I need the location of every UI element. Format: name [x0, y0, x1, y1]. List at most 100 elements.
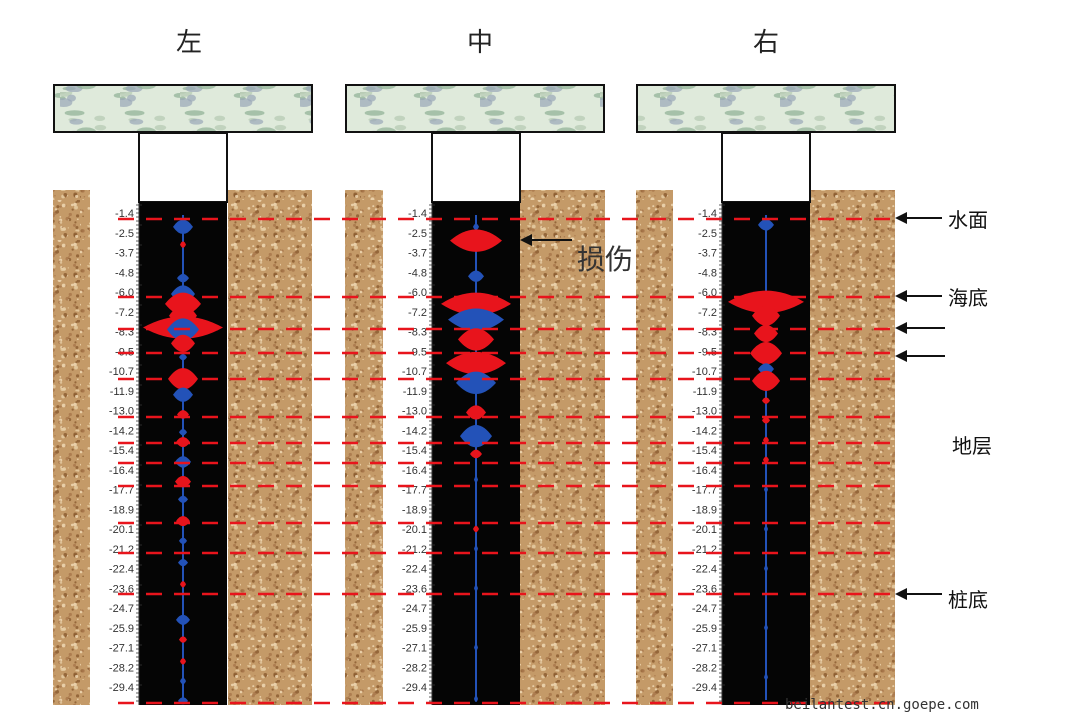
depth-label: -14.2: [402, 425, 427, 437]
depth-label: -27.1: [692, 643, 717, 655]
depth-label: -10.7: [692, 366, 717, 378]
depth-label: -4.8: [698, 267, 717, 279]
depth-label: -29.4: [109, 682, 134, 694]
depth-label: -25.9: [402, 623, 427, 635]
depth-label: -20.1: [402, 524, 427, 536]
signal-pulse: [178, 495, 188, 503]
depth-label: -22.4: [692, 564, 717, 576]
signal-pulse: [762, 417, 770, 424]
water-arrow-icon-head: [895, 212, 907, 224]
column-title-right: 右: [752, 28, 779, 58]
signal-pulse: [473, 223, 479, 231]
depth-label: -14.2: [109, 425, 134, 437]
signal-pulse: [173, 387, 193, 402]
arrow-icon-head: [895, 350, 907, 362]
pile-column-right: -1.4-2.5-3.7-4.8-6.0-7.2-8.3-9.5-10.7-11…: [636, 84, 896, 705]
soil-left: [636, 190, 673, 705]
signal-pulse: [468, 270, 484, 282]
signal-pulse: [177, 273, 189, 283]
depth-label: -28.2: [402, 662, 427, 674]
depth-label: -15.4: [402, 445, 427, 457]
depth-label: -11.9: [693, 386, 717, 398]
depth-label: -13.0: [402, 406, 427, 418]
depth-label: -15.4: [109, 445, 134, 457]
depth-label: -16.4: [109, 465, 134, 477]
depth-label: -4.8: [115, 267, 134, 279]
watermark: beilantest.cn.goepe.com: [785, 697, 979, 713]
annotation-damage: 损伤: [577, 243, 634, 276]
signal-pulse: [473, 525, 479, 533]
depth-label: -3.7: [408, 248, 427, 260]
signal-pulse: [764, 525, 768, 533]
depth-label: -1.4: [408, 208, 427, 220]
annotation-water-surface: 水面: [948, 208, 988, 232]
depth-label: -20.1: [109, 524, 134, 536]
depth-label: -9.5: [408, 346, 427, 358]
depth-label: -18.9: [402, 504, 427, 516]
seabed-arrow-icon-head: [895, 290, 907, 302]
depth-label: -23.6: [692, 583, 717, 595]
signal-pulse: [175, 475, 191, 488]
signal-pulse: [474, 585, 478, 592]
signal-pulse: [474, 644, 478, 651]
depth-label: -29.4: [692, 682, 717, 694]
depth-label: -10.7: [109, 366, 134, 378]
signal-pulse: [179, 537, 187, 545]
signal-pulse: [470, 449, 482, 459]
pile-head: [721, 132, 811, 203]
depth-label: -1.4: [115, 208, 134, 220]
column-title-left: 左: [175, 28, 202, 58]
signal-pulse: [450, 229, 502, 252]
depth-label: -11.9: [110, 386, 134, 398]
depth-label: -24.7: [692, 603, 717, 615]
depth-label: -3.7: [698, 248, 717, 260]
pile-column-middle: -1.4-2.5-3.7-4.8-6.0-7.2-8.3-9.5-10.7-11…: [345, 84, 605, 705]
depth-label: -25.9: [692, 623, 717, 635]
depth-label: -15.4: [692, 445, 717, 457]
signal-pulse: [180, 677, 186, 685]
depth-label: -17.7: [109, 485, 134, 497]
pile-head: [138, 132, 228, 203]
signal-pulse: [178, 558, 188, 567]
depth-label: -7.2: [408, 307, 427, 319]
signal-pulse: [764, 565, 768, 572]
pile-head: [431, 132, 521, 203]
annotation-pile-bottom: 桩底: [948, 588, 988, 612]
signal-pulse: [176, 614, 190, 625]
depth-label: -20.1: [692, 524, 717, 536]
depth-label: -22.4: [109, 564, 134, 576]
signal-pulse: [762, 397, 770, 404]
signal-pulse: [764, 673, 768, 681]
depth-label: -17.7: [692, 485, 717, 497]
signal-pulse: [173, 219, 193, 235]
depth-label: -7.2: [698, 307, 717, 319]
depth-label: -2.5: [115, 228, 134, 240]
signal-pulse: [764, 624, 768, 631]
depth-label: -11.9: [403, 386, 427, 398]
signal-pulse: [180, 658, 186, 665]
signal-pulse: [448, 308, 504, 331]
annotation-seabed: 海底: [948, 286, 988, 310]
soil-right: [810, 190, 895, 705]
depth-label: -29.4: [402, 682, 427, 694]
depth-label: -13.0: [692, 406, 717, 418]
pile-cap: [53, 84, 313, 133]
depth-label: -24.7: [109, 603, 134, 615]
depth-label: -13.0: [109, 406, 134, 418]
damage-arrow-icon-head: [520, 234, 532, 246]
soil-right: [520, 190, 605, 705]
signal-pulse: [763, 436, 769, 444]
signal-pulse: [180, 581, 186, 588]
pile-bottom-arrow-icon-head: [895, 588, 907, 600]
depth-label: -7.2: [115, 307, 134, 319]
arrow-icon-head: [895, 322, 907, 334]
soil-left: [345, 190, 383, 705]
depth-label: -18.9: [109, 504, 134, 516]
depth-label: -3.7: [115, 248, 134, 260]
depth-label: -1.4: [698, 208, 717, 220]
depth-label: -16.4: [402, 465, 427, 477]
signal-pulse: [179, 353, 187, 361]
depth-label: -28.2: [109, 662, 134, 674]
signal-pulse: [474, 695, 478, 703]
